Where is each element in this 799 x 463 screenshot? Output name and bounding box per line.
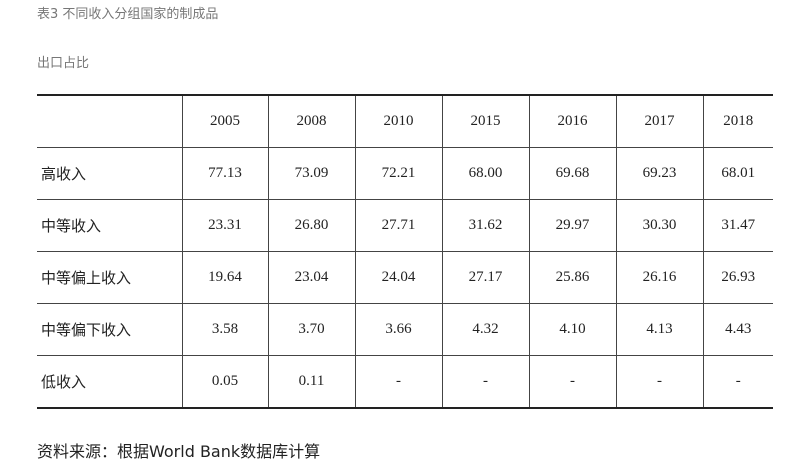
table-subtitle: 出口占比 xyxy=(37,56,90,71)
table-cell: 2008 xyxy=(267,94,355,148)
table-cell: 31.47 xyxy=(702,199,773,252)
table-cell: 68.00 xyxy=(441,147,529,200)
table-cell: 2010 xyxy=(354,94,442,148)
header-row: 2005 2008 2010 2015 2016 2017 2018 xyxy=(37,94,773,148)
data-table: 2005 2008 2010 2015 2016 2017 2018 高收入 77.13 73.0… xyxy=(37,94,773,409)
table-cell: 2016 xyxy=(528,94,616,148)
table-cell: - xyxy=(702,355,773,409)
table-cell: 69.23 xyxy=(615,147,703,200)
table-cell: 25.86 xyxy=(528,251,616,304)
table-cell: 26.80 xyxy=(267,199,355,252)
table-cell: 3.58 xyxy=(181,303,268,356)
table-title: 表3 不同收入分组国家的制成品 xyxy=(37,7,219,22)
table-row: 中等偏上收入 19.64 23.04 24.04 27.17 25.86 26.16 26.9… xyxy=(37,251,773,304)
table-cell: 24.04 xyxy=(354,251,442,304)
table-cell: - xyxy=(441,355,529,409)
table-cell: 3.66 xyxy=(354,303,442,356)
table-cell: 中等收入 xyxy=(37,199,182,252)
table-cell: - xyxy=(528,355,616,409)
table-cell: 73.09 xyxy=(267,147,355,200)
table-cell: 低收入 xyxy=(37,355,182,409)
table-cell: 2015 xyxy=(441,94,529,148)
table-row: 高收入 77.13 73.09 72.21 68.00 69.68 69.23 68.01 xyxy=(37,147,773,200)
table-cell: 19.64 xyxy=(181,251,268,304)
table-cell: 中等偏下收入 xyxy=(37,303,182,356)
table-cell: 2017 xyxy=(615,94,703,148)
table-cell: 29.97 xyxy=(528,199,616,252)
table-cell: - xyxy=(354,355,442,409)
table-cell: - xyxy=(615,355,703,409)
table-cell: 23.31 xyxy=(181,199,268,252)
table-cell: 0.11 xyxy=(267,355,355,409)
table-cell: 2018 xyxy=(702,94,773,148)
table-cell: 27.17 xyxy=(441,251,529,304)
table-cell: 4.43 xyxy=(702,303,773,356)
table-cell: 26.93 xyxy=(702,251,773,304)
table-cell: 77.13 xyxy=(181,147,268,200)
table-cell: 2005 xyxy=(181,94,268,148)
table-cell: 4.13 xyxy=(615,303,703,356)
table-cell: 68.01 xyxy=(702,147,773,200)
table-cell xyxy=(37,94,182,148)
table-cell: 3.70 xyxy=(267,303,355,356)
table-cell: 4.32 xyxy=(441,303,529,356)
table-cell: 23.04 xyxy=(267,251,355,304)
table-cell: 30.30 xyxy=(615,199,703,252)
table-cell: 31.62 xyxy=(441,199,529,252)
table-row: 中等收入 23.31 26.80 27.71 31.62 29.97 30.30 31.47 xyxy=(37,199,773,252)
table-cell: 27.71 xyxy=(354,199,442,252)
table-cell: 0.05 xyxy=(181,355,268,409)
source-note: 资料来源：根据World Bank数据库计算 xyxy=(37,442,321,461)
table-cell: 26.16 xyxy=(615,251,703,304)
table-cell: 中等偏上收入 xyxy=(37,251,182,304)
table-row: 低收入 0.05 0.11- - - - - xyxy=(37,355,773,409)
table-cell: 69.68 xyxy=(528,147,616,200)
table-cell: 4.10 xyxy=(528,303,616,356)
table-cell: 高收入 xyxy=(37,147,182,200)
table-cell: 72.21 xyxy=(354,147,442,200)
table-row: 中等偏下收入 3.58 3.70 3.66 4.32 4.10 4.13 4.43 xyxy=(37,303,773,356)
